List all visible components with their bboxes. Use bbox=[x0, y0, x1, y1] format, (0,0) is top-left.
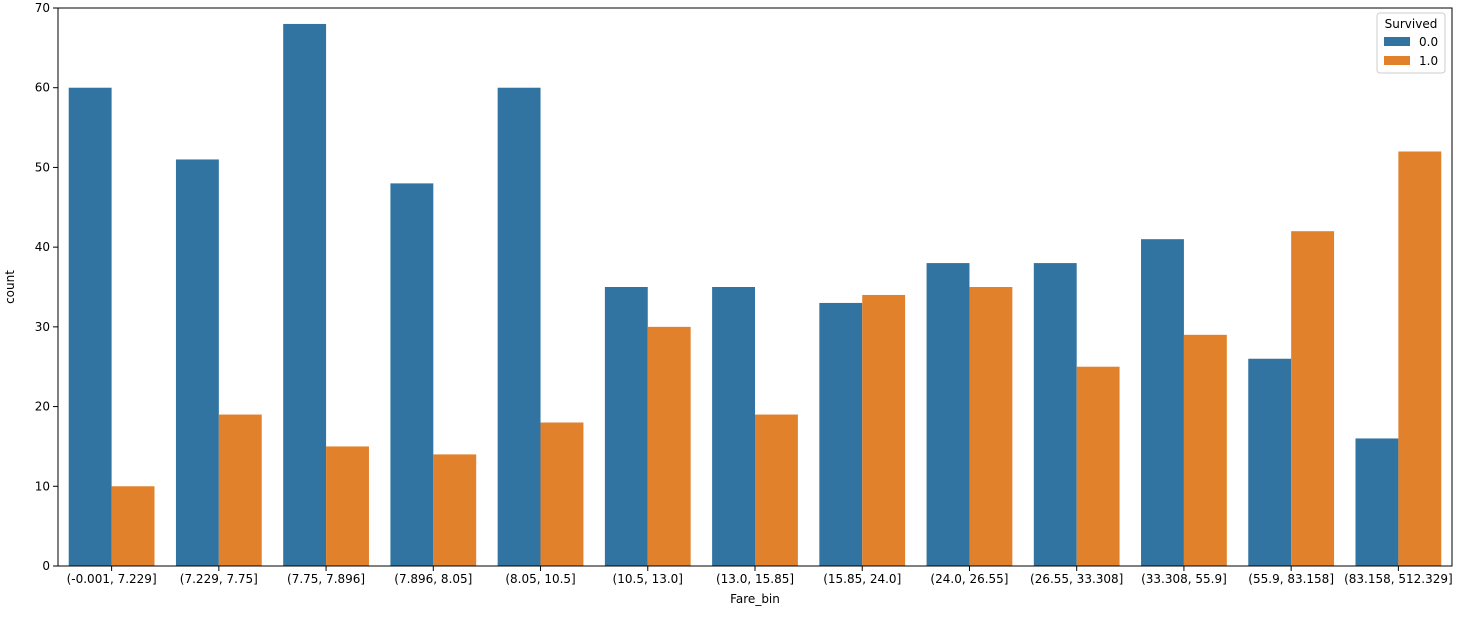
x-tick-label: (8.05, 10.5] bbox=[505, 572, 575, 586]
x-tick-label: (7.229, 7.75] bbox=[180, 572, 258, 586]
y-tick-label: 60 bbox=[35, 81, 50, 95]
bar-0-0-10 bbox=[1141, 239, 1184, 566]
y-tick-label: 70 bbox=[35, 1, 50, 15]
bar-1-0-10 bbox=[1183, 334, 1227, 566]
bar-0-0-5 bbox=[604, 287, 648, 566]
x-tick-label: (-0.001, 7.229] bbox=[67, 572, 157, 586]
y-tick-label: 20 bbox=[35, 400, 50, 414]
bar-1-0-9 bbox=[1076, 366, 1120, 566]
x-tick-label: (26.55, 33.308] bbox=[1030, 572, 1123, 586]
x-tick-label: (10.5, 13.0] bbox=[613, 572, 683, 586]
bar-0-0-11 bbox=[1248, 358, 1292, 566]
bar-1-0-4 bbox=[540, 422, 584, 566]
legend-swatch bbox=[1384, 56, 1410, 65]
legend: Survived 0.0 1.0 bbox=[1376, 12, 1446, 74]
bar-1-0-0 bbox=[111, 486, 155, 566]
bar-0-0-2 bbox=[283, 23, 327, 566]
bar-1-0-2 bbox=[326, 446, 369, 566]
bar-0-0-6 bbox=[712, 287, 755, 566]
x-tick-label: (83.158, 512.329] bbox=[1344, 572, 1453, 586]
legend-entry: 1.0 bbox=[1419, 54, 1438, 68]
x-axis-label: Fare_bin bbox=[730, 592, 780, 606]
legend-entry: 0.0 bbox=[1419, 35, 1438, 49]
x-tick-label: (24.0, 26.55] bbox=[930, 572, 1008, 586]
legend-title: Survived bbox=[1385, 17, 1438, 31]
bar-1-0-7 bbox=[862, 294, 906, 566]
y-axis-label: count bbox=[3, 270, 17, 304]
bar-0-0-9 bbox=[1033, 263, 1077, 566]
y-tick-label: 40 bbox=[35, 240, 50, 254]
bar-1-0-12 bbox=[1398, 151, 1442, 566]
x-tick-label: (7.896, 8.05] bbox=[394, 572, 472, 586]
bar-1-0-11 bbox=[1291, 231, 1335, 566]
bar-1-0-8 bbox=[969, 287, 1013, 566]
bar-0-0-12 bbox=[1355, 438, 1399, 566]
legend-swatch bbox=[1384, 37, 1410, 46]
x-tick-label: (33.308, 55.9] bbox=[1141, 572, 1227, 586]
x-tick-label: (15.85, 24.0] bbox=[823, 572, 901, 586]
bar-0-0-7 bbox=[819, 302, 863, 566]
x-tick-label: (13.0, 15.85] bbox=[716, 572, 794, 586]
y-tick-label: 10 bbox=[35, 479, 50, 493]
bars-layer bbox=[68, 23, 1442, 566]
bar-0-0-8 bbox=[926, 263, 970, 566]
bar-1-0-5 bbox=[647, 326, 691, 566]
bar-0-0-3 bbox=[390, 183, 434, 566]
x-tick-label: (55.9, 83.158] bbox=[1248, 572, 1334, 586]
y-tick-label: 30 bbox=[35, 320, 50, 334]
bar-0-0-0 bbox=[68, 87, 112, 566]
x-tick-label: (7.75, 7.896] bbox=[287, 572, 365, 586]
bar-1-0-1 bbox=[218, 414, 262, 566]
bar-1-0-6 bbox=[755, 414, 798, 566]
y-tick-label: 0 bbox=[42, 559, 50, 573]
axes-layer: 0 10 20 30 40 50 60 70 (-0.001, 7.229] (7.229, 7.… bbox=[3, 1, 1453, 606]
bar-0-0-1 bbox=[175, 159, 219, 566]
bar-0-0-4 bbox=[497, 87, 541, 566]
y-tick-label: 50 bbox=[35, 160, 50, 174]
bar-1-0-3 bbox=[433, 454, 477, 566]
